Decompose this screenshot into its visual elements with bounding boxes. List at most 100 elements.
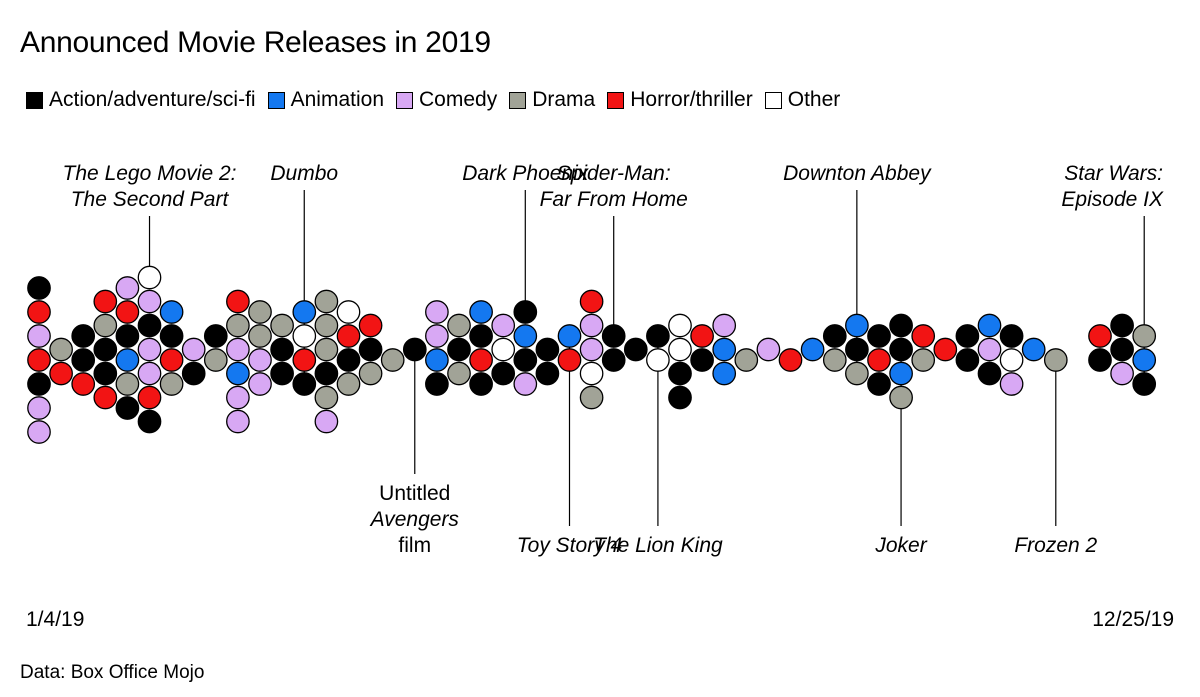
release-dot bbox=[292, 372, 317, 396]
annotation-line: The Lego Movie 2: bbox=[63, 162, 237, 185]
release-dot bbox=[579, 289, 604, 314]
release-dot bbox=[248, 300, 272, 324]
legend-label: Action/adventure/sci-fi bbox=[49, 88, 256, 111]
release-dot bbox=[248, 324, 272, 348]
release-dot bbox=[27, 276, 51, 300]
release-dot bbox=[270, 337, 294, 362]
release-dot bbox=[181, 337, 206, 362]
annotation-label: Dark Phoenix bbox=[462, 162, 590, 185]
release-dot bbox=[999, 372, 1024, 396]
annotation-line: Episode IX bbox=[1061, 188, 1164, 211]
legend-swatch bbox=[764, 91, 782, 109]
release-dot bbox=[115, 396, 140, 420]
release-dot bbox=[137, 385, 162, 410]
release-dot bbox=[270, 361, 294, 386]
release-dot bbox=[469, 372, 493, 396]
release-dot bbox=[1132, 324, 1157, 348]
release-dot bbox=[314, 313, 339, 338]
release-dot bbox=[535, 361, 560, 386]
release-dot bbox=[71, 324, 96, 348]
annotation-line: Avengers bbox=[369, 508, 460, 531]
release-dot bbox=[1088, 348, 1112, 372]
release-dot bbox=[336, 348, 361, 372]
release-dot bbox=[425, 372, 449, 396]
release-dot bbox=[513, 324, 538, 348]
release-dot bbox=[778, 348, 803, 372]
release-dot bbox=[911, 324, 936, 348]
release-dot bbox=[933, 337, 958, 362]
release-dot bbox=[491, 313, 516, 338]
legend-label: Animation bbox=[290, 88, 384, 111]
release-dots bbox=[27, 265, 1157, 444]
release-dot bbox=[292, 348, 317, 372]
legend-item: Horror/thriller bbox=[607, 88, 753, 112]
annotation-line: Downton Abbey bbox=[783, 162, 932, 185]
release-dot bbox=[867, 348, 891, 372]
release-dot bbox=[469, 348, 493, 372]
release-dot bbox=[27, 396, 51, 420]
release-dot bbox=[1110, 361, 1134, 386]
release-dot bbox=[93, 385, 118, 410]
release-dot bbox=[425, 324, 449, 348]
annotation-label: Frozen 2 bbox=[1014, 534, 1097, 557]
release-dot bbox=[469, 300, 493, 324]
release-dot bbox=[889, 313, 913, 338]
release-dot bbox=[203, 324, 228, 348]
release-dot bbox=[314, 409, 339, 434]
legend-swatch bbox=[267, 91, 285, 109]
release-dot bbox=[800, 337, 825, 362]
release-dot bbox=[955, 324, 980, 348]
release-dot bbox=[668, 337, 692, 362]
release-dot bbox=[137, 265, 162, 290]
release-dot bbox=[668, 313, 692, 338]
legend-label: Comedy bbox=[419, 88, 498, 111]
release-dot bbox=[226, 337, 250, 362]
release-dot bbox=[71, 372, 96, 396]
release-dot bbox=[889, 337, 913, 362]
release-dot bbox=[867, 372, 891, 396]
annotation-line: The Second Part bbox=[71, 188, 230, 211]
release-dot bbox=[845, 361, 869, 386]
release-dot bbox=[336, 372, 361, 396]
release-dot bbox=[845, 337, 869, 362]
release-dot bbox=[137, 409, 162, 434]
release-dot bbox=[690, 324, 714, 348]
release-dot bbox=[226, 289, 250, 314]
release-dot bbox=[469, 324, 493, 348]
release-dot bbox=[49, 361, 73, 386]
release-dot bbox=[159, 300, 184, 324]
release-dot bbox=[447, 337, 471, 362]
release-dot bbox=[646, 324, 670, 348]
legend: Action/adventure/sci-fi Animation Comedy Dr… bbox=[26, 88, 852, 112]
release-dot bbox=[513, 300, 538, 324]
annotation-label: The Lion King bbox=[593, 534, 723, 557]
release-dot bbox=[579, 361, 604, 386]
release-dot bbox=[999, 348, 1024, 372]
release-dot bbox=[71, 348, 96, 372]
release-dot bbox=[314, 385, 339, 410]
release-dot bbox=[977, 313, 1002, 338]
release-dot bbox=[203, 348, 228, 372]
release-dot bbox=[137, 361, 162, 386]
release-dot bbox=[49, 337, 73, 362]
release-dot bbox=[314, 361, 339, 386]
release-dot bbox=[579, 385, 604, 410]
release-dot bbox=[491, 361, 516, 386]
annotation-label: Joker bbox=[874, 534, 927, 557]
release-dot bbox=[557, 324, 582, 348]
release-dot bbox=[756, 337, 781, 362]
annotation-line: Dark Phoenix bbox=[462, 162, 590, 185]
release-dot bbox=[712, 337, 737, 362]
release-dot bbox=[889, 385, 913, 410]
release-dot bbox=[955, 348, 980, 372]
legend-item: Animation bbox=[267, 88, 384, 112]
release-dot bbox=[226, 313, 250, 338]
release-dot bbox=[115, 276, 140, 300]
release-dot bbox=[668, 385, 692, 410]
legend-item: Comedy bbox=[396, 88, 497, 112]
release-dot bbox=[93, 289, 118, 314]
release-dot bbox=[27, 300, 51, 324]
release-dot bbox=[27, 348, 51, 372]
release-dot bbox=[137, 289, 162, 314]
